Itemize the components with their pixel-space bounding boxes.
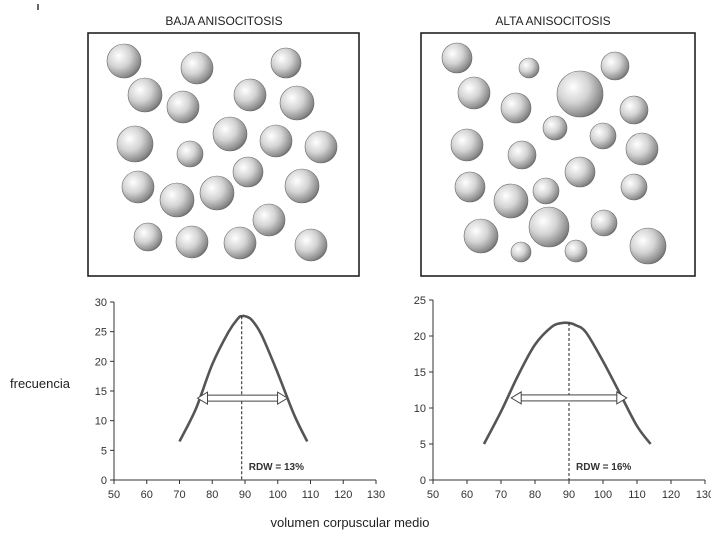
x-tick-label: 110 [628, 489, 646, 501]
red-blood-cell [629, 227, 667, 265]
red-blood-cell [166, 90, 200, 124]
y-tick-label: 20 [414, 331, 426, 343]
x-tick-label: 90 [239, 489, 251, 501]
y-tick-label: 15 [95, 386, 107, 398]
red-blood-cell [600, 51, 630, 81]
distribution-curve [482, 321, 652, 445]
rdw-annotation: RDW = 16% [576, 462, 631, 473]
x-tick-label: 50 [427, 489, 439, 501]
red-blood-cell [127, 77, 163, 113]
x-tick-label: 130 [367, 489, 385, 501]
x-tick-label: 70 [173, 489, 185, 501]
y-tick-label: 5 [101, 445, 107, 457]
rdw-arrow-shaft [518, 394, 620, 402]
red-blood-cell [454, 171, 486, 203]
red-blood-cell [507, 140, 537, 170]
distribution-curve [178, 314, 309, 442]
red-blood-cell [259, 124, 293, 158]
x-axis-label: volumen corpuscular medio [271, 515, 430, 530]
red-blood-cell [233, 78, 267, 112]
panel-title-low: BAJA ANISOCITOSIS [165, 14, 282, 28]
y-tick-label: 30 [95, 297, 107, 309]
histogram-high-rdw: 0 5 10 15 20 25 50 60 70 80 90 100 110 120 130 RDW = 16… [414, 295, 711, 501]
red-blood-cell [116, 125, 154, 163]
x-tick-label: 60 [461, 489, 473, 501]
histogram-low-rdw: 0 5 10 15 20 25 30 50 60 70 80 90 100 110 120 130 RDW = … [95, 297, 385, 501]
red-blood-cell [121, 170, 155, 204]
red-blood-cell [518, 57, 540, 79]
red-blood-cell [620, 173, 648, 201]
y-tick-label: 5 [420, 439, 426, 451]
red-blood-cell [223, 226, 257, 260]
red-blood-cell [493, 183, 529, 219]
y-tick-label: 15 [414, 367, 426, 379]
red-blood-cell [284, 168, 320, 204]
red-blood-cell [175, 225, 209, 259]
y-tick-label: 10 [95, 416, 107, 428]
red-blood-cell [500, 92, 532, 124]
x-tick-label: 80 [206, 489, 218, 501]
cells-box-low [87, 32, 360, 277]
x-tick-label: 70 [495, 489, 507, 501]
red-blood-cell [590, 209, 618, 237]
rdw-annotation: RDW = 13% [249, 462, 304, 473]
x-tick-label: 100 [269, 489, 287, 501]
x-tick-label: 110 [302, 489, 320, 501]
x-tick-label: 120 [334, 489, 352, 501]
y-tick-label: 25 [414, 295, 426, 307]
red-blood-cell [542, 115, 568, 141]
red-blood-cell [294, 228, 328, 262]
cells-box-high [420, 32, 696, 277]
rdw-arrow-right-head [277, 391, 289, 406]
red-blood-cell [159, 182, 195, 218]
y-tick-label: 10 [414, 403, 426, 415]
red-blood-cell [106, 43, 142, 79]
x-tick-label: 130 [696, 489, 711, 501]
y-axis-label: frecuencia [10, 376, 71, 391]
red-blood-cell [619, 95, 649, 125]
x-tick-label: 60 [141, 489, 153, 501]
red-blood-cell [232, 156, 264, 188]
red-blood-cell [532, 177, 560, 205]
red-blood-cell [625, 132, 659, 166]
x-tick-label: 80 [529, 489, 541, 501]
red-blood-cell [463, 218, 499, 254]
y-tick-label: 20 [95, 356, 107, 368]
red-blood-cell [176, 140, 204, 168]
y-tick-label: 25 [95, 327, 107, 339]
x-tick-label: 100 [594, 489, 612, 501]
red-blood-cell [279, 85, 315, 121]
x-tick-label: 90 [563, 489, 575, 501]
red-blood-cell [556, 70, 604, 118]
rdw-arrow-shaft [205, 394, 281, 402]
red-blood-cell [564, 239, 588, 263]
rdw-arrow-right-head [616, 391, 628, 405]
red-blood-cell [510, 241, 532, 263]
x-tick-label: 120 [662, 489, 680, 501]
red-blood-cell [589, 122, 617, 150]
x-tick-label: 50 [108, 489, 120, 501]
rdw-arrow-left-head [510, 391, 522, 405]
red-blood-cell [450, 128, 484, 162]
y-tick-label: 0 [101, 475, 107, 487]
rdw-arrow-left-head [196, 391, 209, 406]
red-blood-cell [252, 203, 286, 237]
red-blood-cell [304, 130, 338, 164]
y-tick-label: 0 [420, 475, 426, 487]
red-blood-cell [199, 175, 235, 211]
red-blood-cell [457, 76, 491, 110]
red-blood-cell [528, 206, 570, 248]
red-blood-cell [270, 47, 302, 79]
red-blood-cell [212, 116, 248, 152]
red-blood-cell [180, 51, 214, 85]
red-blood-cell [564, 156, 596, 188]
panel-title-high: ALTA ANISOCITOSIS [495, 14, 610, 28]
red-blood-cell [133, 222, 163, 252]
red-blood-cell [441, 42, 473, 74]
